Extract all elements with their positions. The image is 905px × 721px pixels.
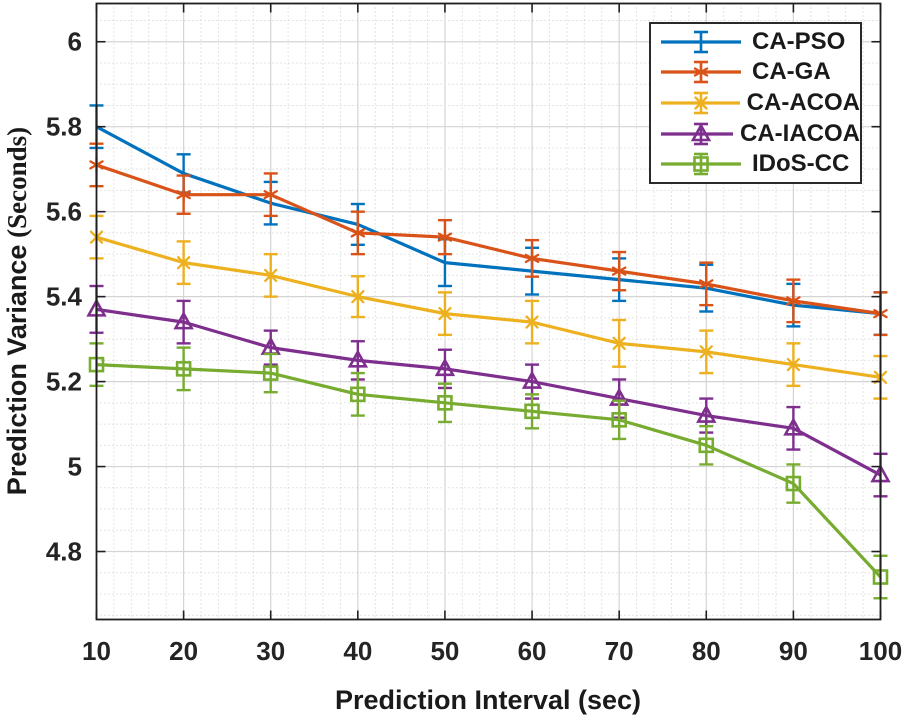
marker-square [437,395,453,411]
y-tick-label: 5.4 [46,282,83,312]
marker-triangle-up [173,310,194,330]
marker-asterisk [786,292,801,310]
marker-asterisk [611,262,627,280]
legend-label: IDoS-CC [752,150,850,178]
y-tick-label: 4.8 [46,537,82,567]
y-tick-label: 5.8 [46,112,82,142]
axes-box [95,2,882,621]
marker-square [611,412,627,428]
y-axis-label-unit: (Seconds) [2,127,32,245]
series-line [95,125,881,316]
marker-triangle-up [690,122,712,141]
legend: CA-PSO CA-GA CA-ACOA CA-IACOA IDoS-CC [649,22,862,184]
marker-x-cross [786,357,801,372]
legend-sample-x-cross [661,91,740,115]
legend-label: CA-GA [752,58,831,86]
marker-triangle-up [696,404,717,423]
marker-triangle-up [783,417,804,436]
x-tick-label: 80 [692,636,721,666]
x-tick-label: 60 [518,636,547,666]
legend-label: CA-IACOA [740,119,860,147]
marker-x-cross [264,268,278,283]
legend-item-CA-GA: CA-GA [657,57,860,87]
y-tick-label: 5.2 [46,367,82,397]
legend-sample-square-open [661,152,741,176]
legend-item-CA-ACOA: CA-ACOA [657,88,860,118]
x-tick-label: 40 [343,636,372,666]
legend-sample-errorbar-only [661,30,741,53]
legend-item-CA-PSO: CA-PSO [657,27,860,57]
legend-item-IDoS-CC: IDoS-CC [657,149,860,179]
marker-square [350,386,366,403]
x-tick-label: 90 [779,636,808,666]
marker-x-cross [176,255,191,270]
y-axis-label: Prediction Variance (Seconds) [2,127,32,495]
marker-triangle-up [521,370,543,389]
marker-asterisk [693,64,709,81]
legend-label: CA-PSO [752,27,846,55]
marker-asterisk [176,186,191,203]
legend-sample-asterisk [661,61,741,84]
series-line [96,307,882,477]
marker-asterisk [699,275,714,293]
y-axis-label-main: Prediction Variance [2,245,32,496]
marker-x-cross [438,306,452,321]
x-axis-label: Prediction Interval (sec) [335,685,641,715]
marker-square [175,361,192,377]
marker-asterisk [437,229,453,246]
marker-x-cross [525,315,539,329]
marker-x-cross [351,289,365,304]
marker-x-cross [694,96,708,110]
marker-triangle-up [434,357,456,377]
marker-x-cross [612,336,626,351]
marker-asterisk [350,224,366,242]
legend-item-CA-IACOA: CA-IACOA [657,119,860,149]
series-CA-ACOA [89,214,888,400]
marker-square [785,475,802,492]
series-line [96,363,882,579]
x-tick-label: 30 [256,636,285,666]
marker-square [693,156,709,173]
x-tick-label: 20 [169,636,198,666]
axes-layer: 10 20 30 40 50 60 70 80 90 100 4.8 5 5.2 5.4 5.6 5.8 6 [46,2,902,666]
x-tick-label: 70 [605,636,634,666]
x-tick-label: 10 [82,636,111,666]
marker-x-cross [699,345,713,359]
series-line [95,163,881,316]
y-tick-label: 5 [68,452,82,482]
series-CA-GA [89,142,888,337]
marker-square [698,437,715,454]
x-tick-label: 100 [859,636,902,666]
x-tick-label: 50 [430,636,459,666]
marker-asterisk [263,186,278,203]
marker-square [524,403,540,420]
legend-sample-triangle-up-open [661,122,733,145]
y-tick-label: 5.6 [46,197,82,227]
marker-asterisk [524,250,540,267]
legend-label: CA-ACOA [746,88,860,116]
marker-triangle-up [347,349,369,368]
marker-square [262,365,279,381]
y-tick-label: 6 [68,27,82,57]
series-line [96,235,881,379]
